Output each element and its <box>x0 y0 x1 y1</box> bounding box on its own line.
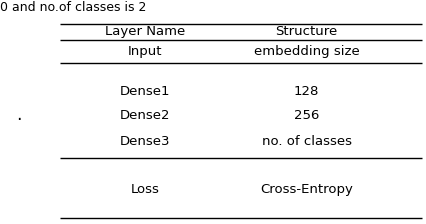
Text: .: . <box>17 106 22 124</box>
Text: Cross-Entropy: Cross-Entropy <box>260 183 353 196</box>
Text: Dense2: Dense2 <box>120 109 170 122</box>
Text: Layer Name: Layer Name <box>105 25 185 38</box>
Text: 256: 256 <box>294 109 320 122</box>
Text: Structure: Structure <box>276 25 338 38</box>
Text: Dense1: Dense1 <box>120 85 170 98</box>
Text: Input: Input <box>128 45 162 58</box>
Text: Loss: Loss <box>130 183 159 196</box>
Text: 0 and no.of classes is 2: 0 and no.of classes is 2 <box>0 1 147 14</box>
Text: 128: 128 <box>294 85 320 98</box>
Text: no. of classes: no. of classes <box>262 135 352 148</box>
Text: embedding size: embedding size <box>254 45 360 58</box>
Text: Dense3: Dense3 <box>120 135 170 148</box>
